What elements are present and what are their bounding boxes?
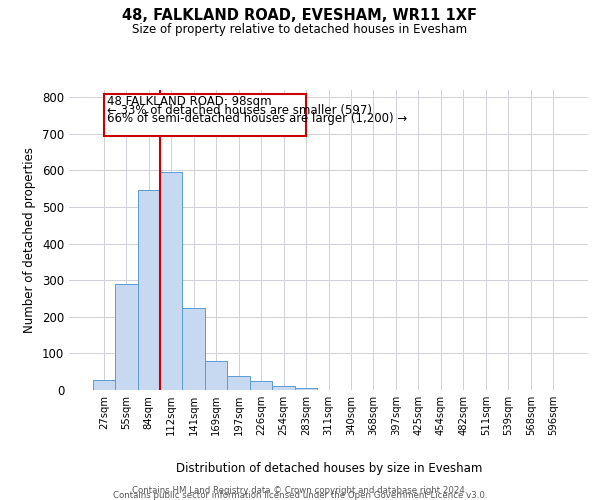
Bar [205,362,227,390]
Text: Distribution of detached houses by size in Evesham: Distribution of detached houses by size … [176,462,482,475]
Bar [115,284,137,390]
Text: 48, FALKLAND ROAD, EVESHAM, WR11 1XF: 48, FALKLAND ROAD, EVESHAM, WR11 1XF [122,8,478,22]
Bar [137,190,160,390]
Text: Size of property relative to detached houses in Evesham: Size of property relative to detached ho… [133,22,467,36]
Text: 48 FALKLAND ROAD: 98sqm: 48 FALKLAND ROAD: 98sqm [107,95,272,108]
Bar [250,381,272,390]
Text: Contains public sector information licensed under the Open Government Licence v3: Contains public sector information licen… [113,491,487,500]
Bar [182,308,205,390]
Text: 66% of semi-detached houses are larger (1,200) →: 66% of semi-detached houses are larger (… [107,112,407,126]
Text: Contains HM Land Registry data © Crown copyright and database right 2024.: Contains HM Land Registry data © Crown c… [132,486,468,495]
Bar [272,386,295,390]
Bar [92,380,115,390]
Bar [227,376,250,390]
Text: ← 33% of detached houses are smaller (597): ← 33% of detached houses are smaller (59… [107,104,372,117]
Y-axis label: Number of detached properties: Number of detached properties [23,147,37,333]
Bar [295,388,317,390]
Bar [160,172,182,390]
FancyBboxPatch shape [104,94,306,136]
